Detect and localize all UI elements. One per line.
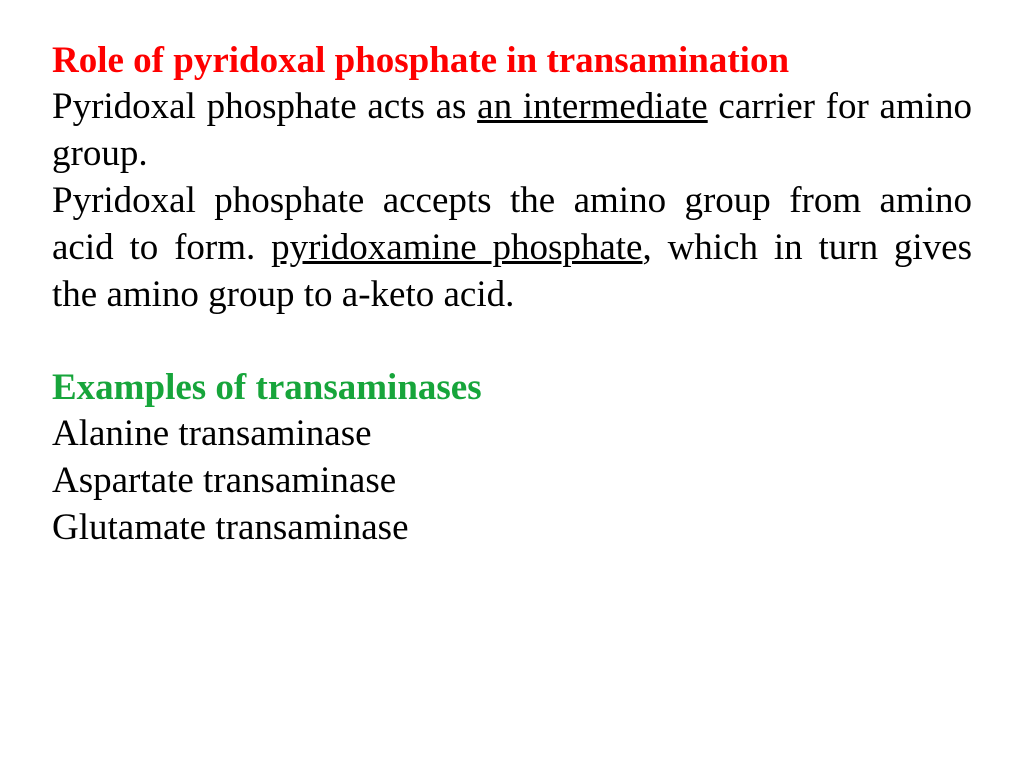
slide: Role of pyridoxal phosphate in transamin… — [0, 0, 1024, 768]
para1-pre: Pyridoxal phosphate acts as — [52, 86, 477, 127]
paragraph-1: Pyridoxal phosphate acts as an intermedi… — [52, 84, 972, 178]
example-item-1: Alanine transaminase — [52, 411, 972, 458]
para2-underline: pyridoxamine phosphate — [271, 227, 642, 268]
section-title-1: Role of pyridoxal phosphate in transamin… — [52, 38, 972, 84]
section-title-2: Examples of transaminases — [52, 365, 972, 411]
example-item-2: Aspartate transaminase — [52, 458, 972, 505]
example-item-3: Glutamate transaminase — [52, 505, 972, 552]
paragraph-2: Pyridoxal phosphate accepts the amino gr… — [52, 178, 972, 319]
spacer — [52, 319, 972, 365]
para1-underline: an intermediate — [477, 86, 708, 127]
